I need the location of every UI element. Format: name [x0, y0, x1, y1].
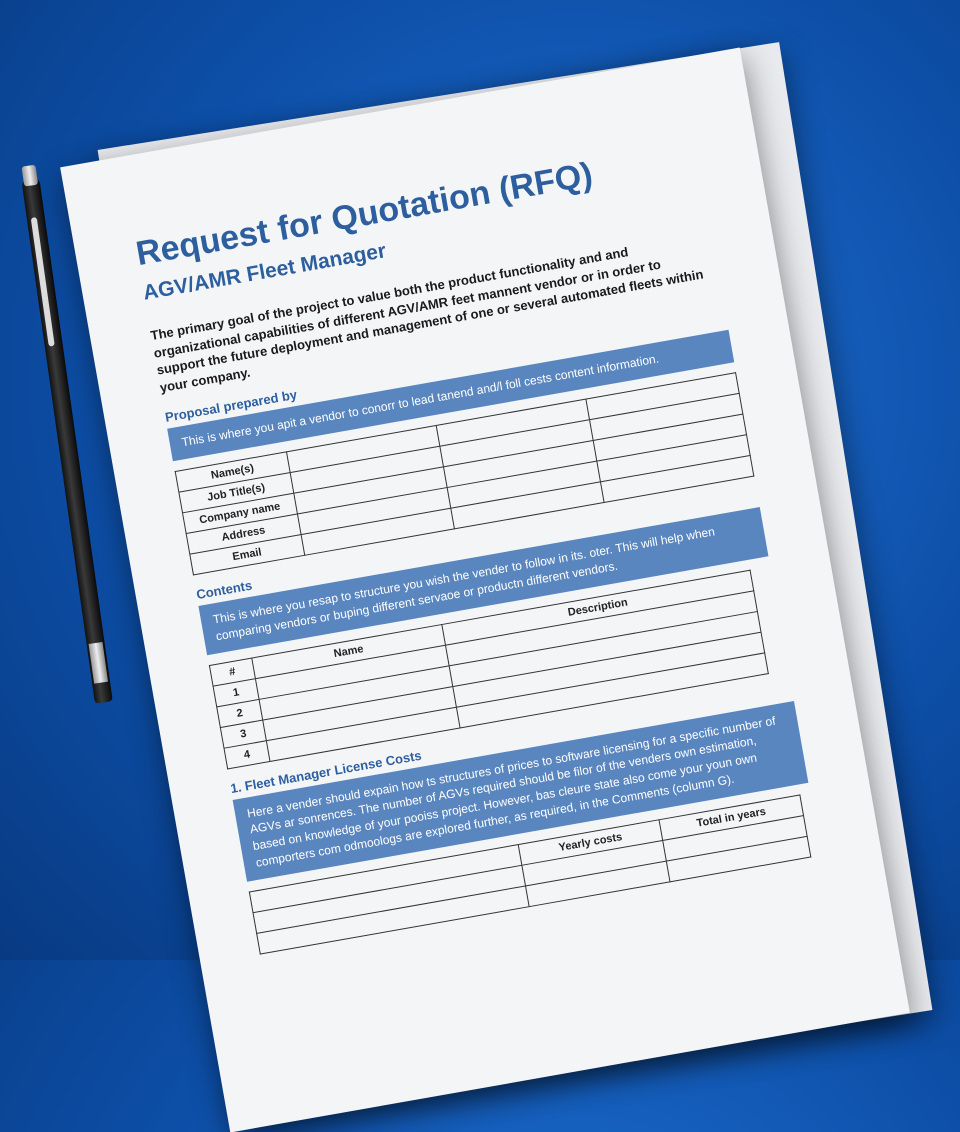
- page: {"header": {"title": "Request for Quotat…: [0, 0, 960, 1132]
